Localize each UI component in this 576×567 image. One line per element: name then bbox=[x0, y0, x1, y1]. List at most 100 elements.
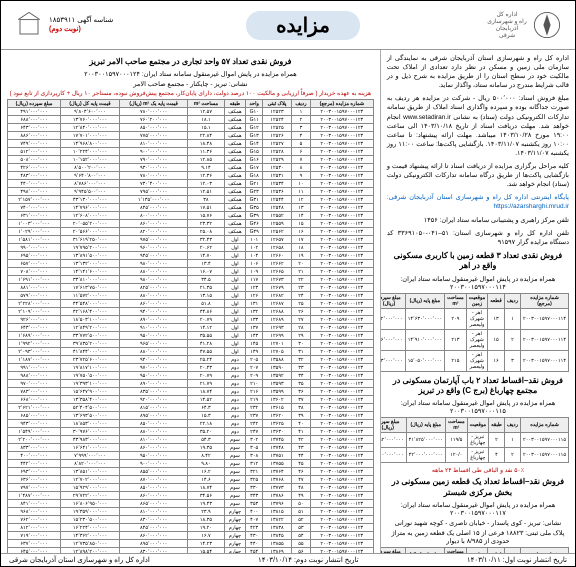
column-header: قیمت پایه کل (ریال) bbox=[61, 100, 120, 108]
table-cell: ۲٬۶۲۱٬۰۰۰٬۰۰۰ bbox=[8, 404, 61, 412]
table-cell: ۱۲۳ bbox=[246, 284, 263, 292]
table-cell: ۲۵.۲۴ bbox=[188, 356, 224, 364]
table-cell: ۲۰۰۳۰۰۱۵۹۷۰۰۰۱۲۴ bbox=[310, 300, 373, 308]
table-cell: ۹۵۰٬۰۰۰٬۰۰۰ bbox=[119, 332, 187, 340]
table-cell: ۱۱۹/۵ bbox=[445, 433, 467, 448]
table-cell: ۱۹٬۷۹۵٬۲۰۰٬۰۰۰ bbox=[61, 244, 120, 252]
table-row: ۲۰۰۳۰۰۱۵۹۷۰۰۰۱۲۴۴۱۲۵۲۶G۱۳همکف۲۲.۸۴۷۷۵٬۰۰… bbox=[8, 132, 374, 140]
main-section-title: فروش نقدی تعداد ۵۷ واحد تجاری در مجتمع ص… bbox=[7, 57, 374, 67]
intro-contact1: پایگاه اینترنتی اداره کل راه و شهرسازی ا… bbox=[387, 193, 569, 211]
table-cell: ۸۶۰٬۰۰۰٬۰۰۰ bbox=[119, 444, 187, 452]
table-cell: ۳۰۲ bbox=[246, 436, 263, 444]
table-cell: اول bbox=[224, 292, 246, 300]
table-cell: ۱۲۵۲۹ bbox=[263, 156, 292, 164]
table-cell: ۶۹۳٬۰۰۰٬۰۰۰ bbox=[8, 468, 61, 476]
table-cell: ۵۴.۳ bbox=[188, 436, 224, 444]
table-cell: ۱ bbox=[504, 433, 520, 448]
table-row: ۲۰۰۳۰۰۱۵۹۷۰۰۰۱۲۴۴۰۱۳۶۲۵۲۴۲دوم۲۲.۱۸۸۵۰٬۰۰… bbox=[8, 420, 374, 428]
table-cell: ۲۰۰۳۰۰۱۵۹۷۰۰۰۱۲۴ bbox=[310, 428, 373, 436]
table-cell: ۱۹.۳۵ bbox=[188, 444, 224, 452]
table-cell: ۹٬۸۰۴٬۶۰۰٬۰۰۰ bbox=[61, 108, 120, 116]
table-cell: ۳۵.۲۰ bbox=[188, 428, 224, 436]
table-cell: ۱۲۷۰۵ bbox=[263, 348, 292, 356]
table-cell: ۱۴٬۷۹۶٬۰۰۰٬۰۰۰ bbox=[61, 204, 120, 212]
table-cell: همکف bbox=[224, 180, 246, 188]
table-cell: ۲۳۲ bbox=[246, 404, 263, 412]
table-cell: ۱۴۹ bbox=[246, 348, 263, 356]
table-cell: G۱۶ bbox=[246, 156, 263, 164]
table-cell: سوم bbox=[224, 444, 246, 452]
table-cell: ۲۳.۹ bbox=[188, 508, 224, 516]
table-cell: ۷۰۸٬۰۰۰٬۰۰۰ bbox=[8, 268, 61, 276]
table-cell: ۱۲۶۶۲ bbox=[263, 260, 292, 268]
table-cell: ۱۲۵۲۷ bbox=[263, 140, 292, 148]
table-cell: ۴۶ bbox=[292, 468, 311, 476]
table-cell: ۹۵۰٬۰۰۰٬۰۰۰ bbox=[119, 372, 187, 380]
table-cell: ۵۱ bbox=[292, 508, 311, 516]
table-cell: اول bbox=[224, 236, 246, 244]
table-cell: ۲۰۰۳۰۰۱۵۹۷۰۰۰۱۲۴ bbox=[310, 252, 373, 260]
main-table: شماره مزایده (مرجع)ردیفپلاک ثبتیواحدطبقه… bbox=[7, 99, 374, 553]
table-cell: ۲۹ bbox=[292, 332, 311, 340]
table-cell: ۱۲۶ bbox=[246, 292, 263, 300]
table-cell: ۸۸۰٬۰۰۰٬۰۰۰ bbox=[119, 348, 187, 356]
table-cell: ۱۲.۳۶ bbox=[188, 172, 224, 180]
left-column: فروش نقدی تعداد ۵۷ واحد تجاری در مجتمع ص… bbox=[1, 50, 380, 553]
table-cell: ۷۹۷٬۰۰۰٬۰۰۰ bbox=[8, 484, 61, 492]
table-cell: ۲۰۰۳۰۰۱۵۹۷۰۰۰۱۲۴ bbox=[310, 260, 373, 268]
table-cell: ۱۹٬۳۹۳٬۱۰۰٬۰۰۰ bbox=[61, 380, 120, 388]
table-cell: ۷ bbox=[292, 156, 311, 164]
table-cell: ۱۶ bbox=[488, 350, 505, 371]
table-cell: ۹.۸۰ bbox=[188, 460, 224, 468]
table-cell: ۹ bbox=[292, 172, 311, 180]
table-row: ۲۰۰۳۰۰۱۵۹۷۰۰۰۱۲۴۵۵۱۳۸۵۵۴۴۰چهارم۱۴.۲۳۸۹۵٬… bbox=[8, 540, 374, 548]
table-cell: ۴۱ bbox=[292, 428, 311, 436]
table-cell: ۲۰۰۳۰۰۱۵۹۷۰۰۰۱۲۴ bbox=[310, 452, 373, 460]
table-cell: ۸۹۵٬۰۰۰٬۰۰۰ bbox=[119, 540, 187, 548]
table-cell: ۱۳٬۸۹۱٬۵۰۰٬۰۰۰ bbox=[61, 252, 120, 260]
table-cell: ۲۳۷ bbox=[246, 412, 263, 420]
footer-center: تاریخ انتشار نوبت دوم: ۱۴۰۳/۱۰/۱۴ bbox=[258, 556, 359, 564]
table-row: ۲۰۰۳۰۰۱۵۹۷۰۰۰۱۲۴۴۴۱۳۷۵۱۳۰۸سوم۸.۴۲۹۵۰٬۰۰۰… bbox=[8, 452, 374, 460]
table-cell: ۵۷۹٬۰۰۰٬۰۰۰ bbox=[8, 292, 61, 300]
table-cell: ۲۰۰۳۰۰۱۵۹۷۰۰۰۱۲۴ bbox=[310, 188, 373, 196]
table-cell: ۱۵ bbox=[488, 329, 505, 350]
table-cell: ۵۵ bbox=[292, 540, 311, 548]
column-header: شماره مزایده (مرجع) bbox=[310, 100, 373, 108]
table-cell: ۲ bbox=[504, 448, 520, 463]
table-cell: ۱۲۰/۰ bbox=[445, 448, 467, 463]
table-cell: ۷۱۹٬۰۰۰٬۰۰۰ bbox=[8, 532, 61, 540]
column-header: شماره مزایده (مرجع) bbox=[521, 293, 569, 308]
table-cell: ۴۰ bbox=[292, 420, 311, 428]
iran-emblem bbox=[527, 5, 567, 45]
table-cell: دوم bbox=[224, 412, 246, 420]
table-cell: تبریز - چهارباغ bbox=[467, 448, 488, 463]
column-header: مبلغ سپرده (ریال) bbox=[380, 293, 405, 308]
sectionA-sub: همراه مزایده در پایش اموال غیرمنقول ساما… bbox=[387, 275, 569, 291]
table-cell: ۳۱۲ bbox=[246, 460, 263, 468]
column-header: پلاک ثبتی bbox=[263, 100, 292, 108]
table-cell: ۱۰۱ bbox=[246, 236, 263, 244]
table-cell: ۱۳۶۰۲ bbox=[263, 396, 292, 404]
table-cell: ۱۵٬۲۳۰٬۵۰۰٬۰۰۰ bbox=[61, 516, 120, 524]
table-cell: ۱۲۷۰۱ bbox=[263, 340, 292, 348]
table-cell: ۲۱۵ bbox=[445, 350, 467, 371]
sectionB-table: شماره مزایدهردیفطبقهموقعیتمساحت m²مبلغ پ… bbox=[380, 417, 569, 463]
table-cell: ۲۰۰۳۰۰۱۵۹۷۰۰۰۱۲۴ bbox=[310, 236, 373, 244]
table-cell: ۲۸ bbox=[292, 324, 311, 332]
table-row: ۲۰۰۳۰۰۱۵۹۷۰۰۰۱۲۴۲۲۱۲۶۷۳۱۱۷اول۳۴.۵۹۸۰٬۰۰۰… bbox=[8, 276, 374, 284]
table-cell: چهارم bbox=[224, 516, 246, 524]
link-mrud[interactable]: پایگاه اینترنتی اداره کل راه و شهرسازی ا… bbox=[387, 194, 569, 210]
table-cell: ۲۰۰۳۰۰۱۵۹۷۰۰۰۱۲۴ bbox=[310, 140, 373, 148]
table-row: ۲۰۰۳۰۰۱۵۹۷۰۰۰۱۲۴۴۷۱۳۷۶۸۳۲۵سوم۱۴.۶۸۷۰٬۰۰۰… bbox=[8, 476, 374, 484]
table-cell: ۱۵٬۰۵۰٬۰۰۰٬۰۰۰ bbox=[405, 350, 444, 371]
table-cell: ۳۲ bbox=[292, 356, 311, 364]
table-cell: ۱۶ bbox=[292, 228, 311, 236]
body-columns: اداره کل راه و شهرسازی استان آذربایجان ش… bbox=[1, 50, 575, 553]
table-cell: ۸۸۱٬۰۰۰٬۰۰۰ bbox=[8, 284, 61, 292]
table-cell: ۱۲۶۸۹ bbox=[263, 316, 292, 324]
table-cell: ۱۲۶۷۳ bbox=[263, 276, 292, 284]
table-cell: ۱۲۶۹۹ bbox=[263, 332, 292, 340]
table-cell: ۵۱.۸ bbox=[188, 300, 224, 308]
table-cell: ۲ bbox=[504, 329, 520, 350]
